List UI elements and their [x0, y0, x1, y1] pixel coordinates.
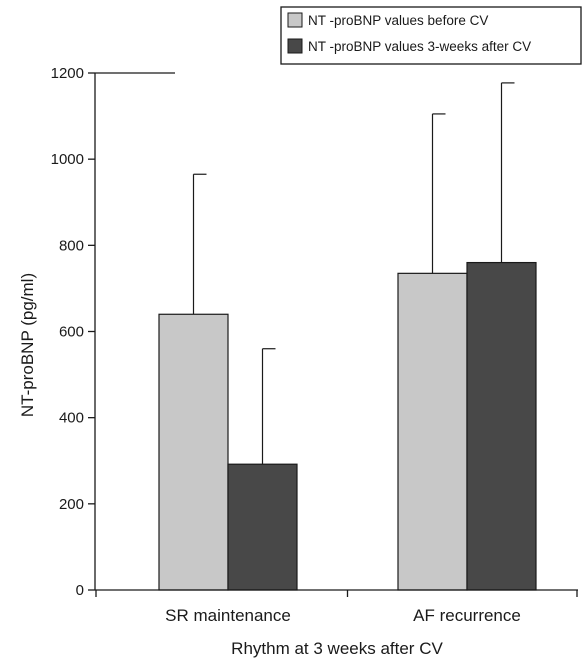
legend-label: NT -proBNP values before CV: [308, 13, 488, 28]
legend-swatch: [287, 38, 303, 54]
y-tick-label: 200: [59, 496, 84, 513]
x-category-label: SR maintenance: [165, 606, 291, 625]
y-tick-label: 600: [59, 324, 84, 341]
x-axis-title: Rhythm at 3 weeks after CV: [231, 639, 443, 658]
legend-label: NT -proBNP values 3-weeks after CV: [308, 39, 531, 54]
bar: [227, 463, 298, 591]
y-axis-title: NT-proBNP (pg/ml): [18, 273, 37, 417]
x-category-label: AF recurrence: [413, 606, 521, 625]
y-tick-label: 1000: [51, 151, 84, 168]
y-tick-label: 1200: [51, 65, 84, 82]
legend-frame: [280, 6, 582, 65]
bar: [158, 313, 229, 591]
bar: [397, 272, 468, 591]
y-tick-label: 400: [59, 410, 84, 427]
legend-swatch: [287, 12, 303, 28]
y-tick-label: 0: [76, 582, 84, 599]
legend: NT -proBNP values before CV NT -proBNP va…: [280, 6, 582, 65]
y-tick-label: 800: [59, 237, 84, 254]
bar: [466, 261, 537, 591]
plot-area: 0 200 400 600 800 1000 1200 SR maintenance AF r…: [51, 65, 578, 625]
